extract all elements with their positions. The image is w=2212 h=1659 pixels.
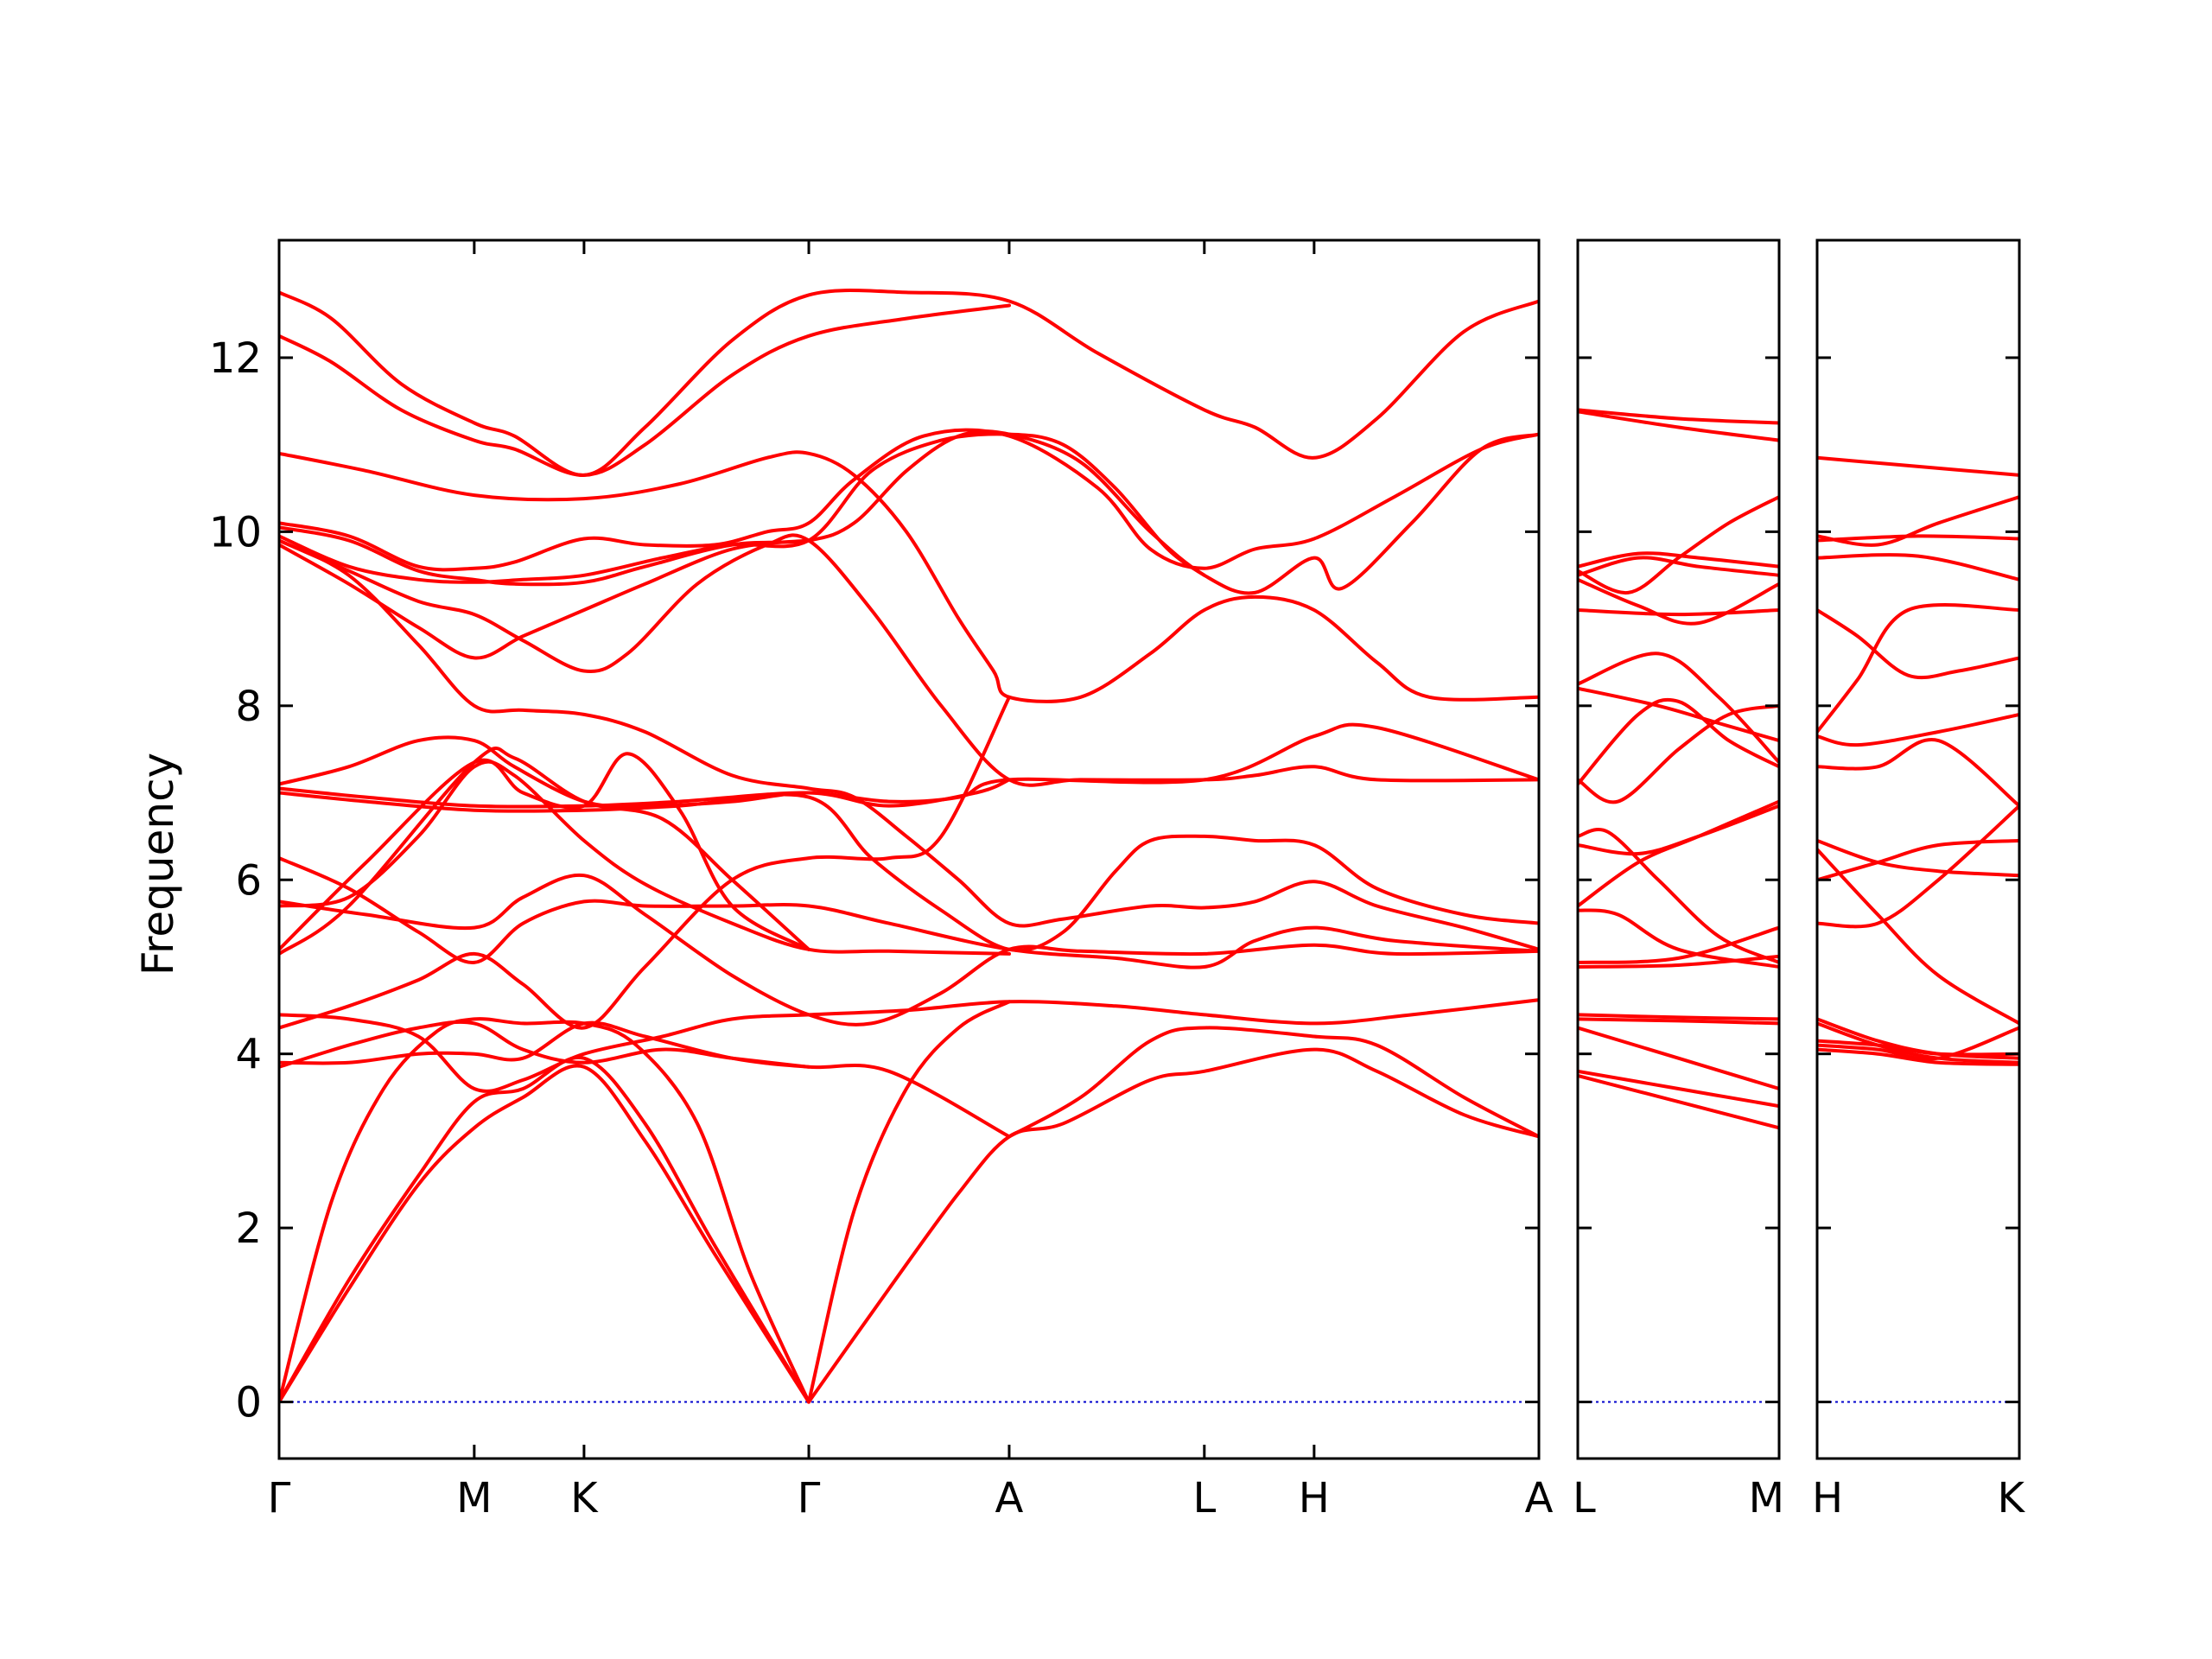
x-tick-label: H bbox=[1299, 1474, 1330, 1522]
phonon-branch bbox=[1817, 804, 2019, 929]
phonon-branch bbox=[279, 1064, 810, 1404]
phonon-branch bbox=[1817, 1021, 2019, 1065]
panel-frame bbox=[277, 238, 1541, 1460]
x-tick-label: L bbox=[1192, 1474, 1216, 1522]
phonon-branch bbox=[1817, 553, 2019, 582]
phonon-branch bbox=[1578, 577, 1779, 626]
phonon-branch bbox=[279, 856, 1539, 969]
phonon-branch bbox=[279, 538, 810, 660]
phonon-branch bbox=[1817, 738, 2019, 808]
phonon-branch bbox=[1578, 799, 1779, 908]
branch-group bbox=[1578, 408, 1779, 1130]
phonon-branch bbox=[1817, 603, 2019, 734]
phonon-branch bbox=[1578, 828, 1779, 964]
phonon-branch bbox=[1007, 1026, 1539, 1139]
phonon-branch bbox=[807, 1000, 1011, 1404]
phonon-branch bbox=[1578, 608, 1779, 617]
phonon-branch bbox=[279, 428, 1539, 572]
phonon-branch bbox=[1578, 551, 1779, 569]
phonon-branch bbox=[279, 1020, 1011, 1139]
phonon-branch bbox=[1578, 556, 1779, 577]
phonon-branch bbox=[1578, 1073, 1779, 1130]
x-tick-label: M bbox=[1749, 1474, 1784, 1522]
phonon-branch bbox=[1817, 534, 2019, 543]
x-tick-label: Γ bbox=[268, 1474, 291, 1522]
phonon-branch bbox=[279, 760, 1011, 956]
phonon-branch bbox=[279, 1017, 810, 1404]
phonon-branch bbox=[279, 1020, 810, 1069]
phonon-branch bbox=[279, 1055, 810, 1404]
phonon-branch bbox=[279, 791, 1539, 952]
x-tick-label: M bbox=[456, 1474, 492, 1522]
phonon-branch bbox=[1817, 608, 2019, 680]
phonon-branch bbox=[1817, 712, 2019, 747]
panel-1: Γ M K Γ A L H A 0 2 4 6 8 10 12 bbox=[209, 238, 1554, 1522]
phonon-branch bbox=[1578, 703, 1779, 804]
phonon-branch bbox=[1578, 410, 1779, 442]
x-tick-label: K bbox=[570, 1474, 599, 1522]
x-tick-label: Γ bbox=[798, 1474, 821, 1522]
phonon-branch bbox=[1578, 1013, 1779, 1021]
phonon-branch bbox=[1817, 848, 2019, 1026]
y-tick-label: 10 bbox=[209, 508, 262, 556]
phonon-branch bbox=[1578, 954, 1779, 969]
panel-frame bbox=[1576, 238, 1781, 1460]
y-tick-label: 6 bbox=[235, 856, 262, 905]
y-tick-label: 12 bbox=[209, 334, 262, 383]
phonon-branch bbox=[1578, 1026, 1779, 1090]
phonon-branch bbox=[279, 432, 1206, 584]
phonon-branch bbox=[1817, 1039, 2019, 1057]
y-axis-label: Frequency bbox=[133, 753, 183, 976]
phonon-branch bbox=[279, 533, 1539, 787]
phonon-branch bbox=[279, 998, 1539, 1093]
phonon-branch bbox=[279, 288, 1539, 477]
x-tick-label: A bbox=[1525, 1474, 1554, 1522]
branch-group bbox=[1817, 455, 2019, 1066]
phonon-branch bbox=[1578, 697, 1779, 786]
phonon-branch bbox=[279, 752, 810, 951]
phonon-branch bbox=[1578, 495, 1779, 594]
x-tick-label: H bbox=[1812, 1474, 1843, 1522]
x-tick-label: L bbox=[1573, 1474, 1596, 1522]
phonon-branch bbox=[1578, 925, 1779, 964]
phonon-branch bbox=[1578, 1069, 1779, 1109]
phonon-branch bbox=[807, 1047, 1539, 1404]
y-tick-label: 2 bbox=[235, 1205, 262, 1253]
phonon-branch bbox=[1817, 1026, 2019, 1061]
y-tick-label: 0 bbox=[235, 1379, 262, 1427]
phonon-branch bbox=[279, 303, 1011, 477]
phonon-branch bbox=[279, 778, 1011, 809]
phonon-branch bbox=[279, 450, 1539, 703]
phonon-branch bbox=[279, 873, 1539, 1027]
x-tick-label: K bbox=[1998, 1474, 2026, 1522]
phonon-branch bbox=[279, 538, 1539, 951]
branch-group bbox=[279, 288, 1539, 1404]
phonon-branch bbox=[279, 747, 810, 956]
phonon-branch bbox=[1578, 408, 1779, 425]
phonon-branch bbox=[1817, 838, 2019, 878]
phonon-branch bbox=[1578, 1017, 1779, 1026]
panel-frame bbox=[1815, 238, 2021, 1460]
x-tick-label: A bbox=[995, 1474, 1024, 1522]
phonon-branch bbox=[279, 695, 1011, 1030]
phonon-branch bbox=[1578, 686, 1779, 743]
phonon-branch bbox=[1817, 838, 2019, 882]
y-tick-label: 8 bbox=[235, 683, 262, 731]
phonon-branch bbox=[1817, 1047, 2019, 1066]
phonon-branch bbox=[1817, 455, 2019, 477]
y-tick-label: 4 bbox=[235, 1031, 262, 1079]
